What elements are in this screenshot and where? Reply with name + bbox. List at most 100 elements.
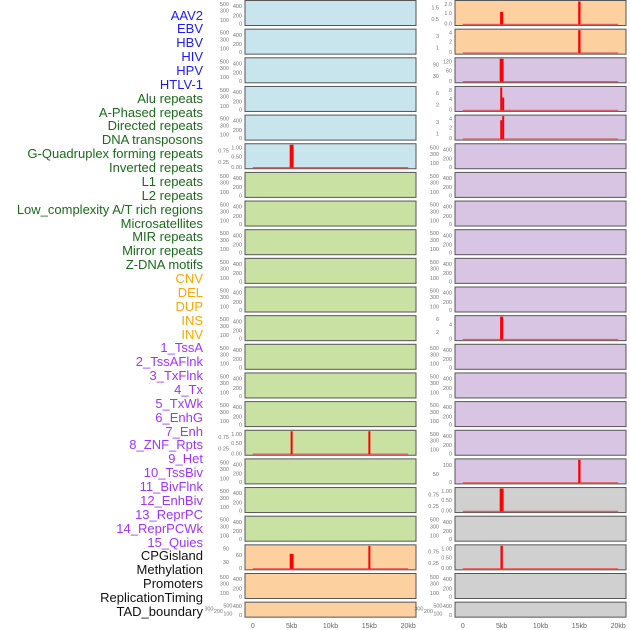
y-tick-label: 300 [430,381,439,387]
y-tick-label: 400 [233,233,242,239]
y-tick-label: 200 [443,214,452,220]
track-panel: 0 2 4 6 [436,315,627,343]
y-tick-label: 90 [223,546,229,552]
y-tick-label: 100 [430,190,439,196]
y-tick-label: 500 [430,203,439,209]
y-tick-label: 0.25 [218,160,229,166]
y-tick-label: 200 [233,472,242,478]
y-tick-label: 0 [239,279,242,285]
y-tick-label: 0 [449,165,452,171]
y-tick-label: 300 [430,353,439,359]
y-tick-label: 100 [430,362,439,368]
y-tick-label: 400 [233,90,242,96]
y-tick-label: 0 [449,423,452,429]
data-bar [499,58,504,82]
panel-background [454,487,627,514]
panel-background [454,515,627,542]
y-tick-label: 300 [220,524,229,530]
x-tick-label: 5kb [496,623,507,630]
track-panel: 0 1 2 3 4 [436,28,627,56]
y-tick-label: 200 [443,357,452,363]
y-tick-label: 60 [446,68,452,74]
y-tick-label: 0.00 [231,451,242,457]
panel-background [454,28,627,55]
y-tick-label: 300 [430,524,439,530]
y-tick-label: 400 [443,434,452,440]
y-tick-label: 100 [443,463,452,469]
y-tick-label: 0.25 [218,447,229,453]
y-tick-label: 400 [233,262,242,268]
y-tick-label: 100 [220,362,229,368]
y-tick-label: 0 [449,222,452,228]
data-bar [578,459,581,483]
y-tick-label: 200 [233,13,242,19]
y-tick-label: 0.50 [441,498,452,504]
y-tick-label: 100 [220,304,229,310]
track-label: TAD_boundary [116,603,203,619]
y-tick-label: 400 [443,520,452,526]
y-tick-label: 90 [433,63,439,69]
y-tick-label: 3 [436,34,439,40]
track-label: Low_complexity A/T rich regions [16,201,203,217]
y-tick-label: 4 [449,31,452,37]
y-tick-label: 0 [449,251,452,257]
y-tick-label: 1.00 [231,432,242,438]
track-label: HPV [176,62,203,78]
y-tick-label: 200 [233,271,242,277]
y-tick-label: 100 [430,591,439,597]
y-tick-label: 100 [220,133,229,139]
y-tick-label: 300 [220,353,229,359]
y-tick-label: 100 [220,534,229,540]
y-tick-label: 3 [436,120,439,126]
y-tick-label: 300 [220,295,229,301]
data-bar [289,553,294,569]
track-label: A-Phased repeats [98,104,203,120]
track-label: ReplicationTiming [100,590,203,606]
track-label: Alu repeats [137,90,203,106]
track-label: Z-DNA motifs [125,257,203,273]
panel-background [454,257,627,284]
y-tick-label: 200 [233,71,242,77]
panel-background [244,143,417,170]
track-panel: 0 30 60 90 [223,544,417,572]
y-tick-label: 500 [430,260,439,266]
y-tick-label: 500 [220,31,229,37]
panel-background [454,229,627,256]
y-tick-label: 300 [430,209,439,215]
y-tick-label: 500 [430,403,439,409]
data-bar [499,488,504,512]
y-tick-label: 400 [443,604,452,610]
track-label: 12_EnhBiv [140,492,203,508]
data-bar [578,1,581,25]
track-label: L2 repeats [141,187,203,203]
y-tick-label: 500 [430,518,439,524]
y-tick-label: 400 [443,262,452,268]
panel-background [244,171,417,198]
track-label: 9_Het [168,451,203,467]
y-tick-label: 200 [233,42,242,48]
track-label: Microsatellites [120,215,203,231]
track-label: DNA transposons [101,132,203,148]
y-tick-label: 4 [449,322,452,328]
y-tick-label: 1.00 [441,489,452,495]
y-tick-label: 200 [443,386,452,392]
y-tick-label: 300 [220,209,229,215]
track-label: 3_TxFlnk [149,368,203,384]
track-label: HBV [176,35,203,51]
track-label: 2_TssAFlnk [135,354,203,370]
y-tick-label: 300 [430,438,439,444]
y-tick-label: 500 [220,203,229,209]
track-label: 14_ReprPCWk [116,520,203,536]
panel-background [454,601,627,618]
panel-background [244,85,417,112]
panel-background [454,143,627,170]
